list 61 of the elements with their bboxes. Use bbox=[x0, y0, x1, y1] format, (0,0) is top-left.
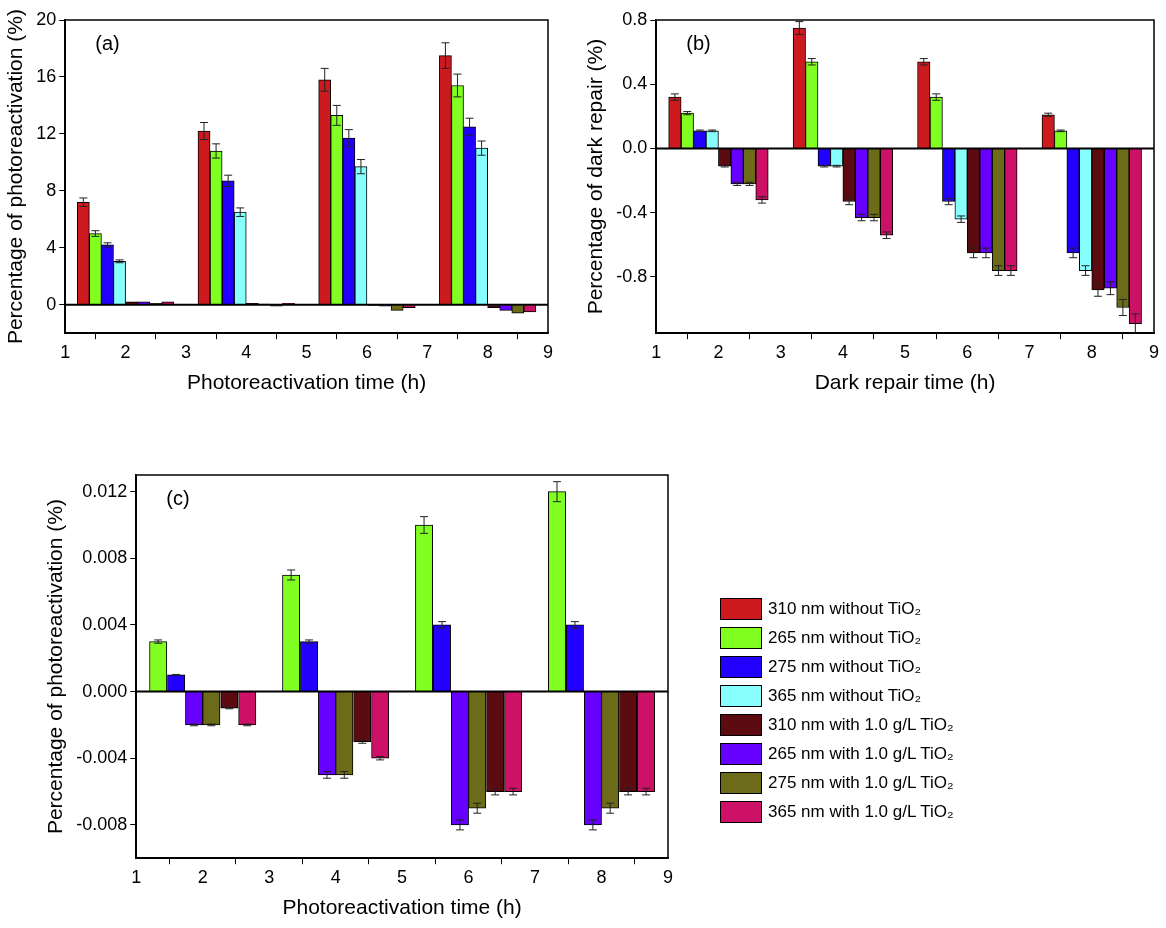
x-tick-label: 3 bbox=[775, 341, 786, 362]
x-tick-label: 1 bbox=[60, 341, 71, 362]
y-axis-title: Percentage of dark repair (%) bbox=[583, 38, 607, 315]
y-tick-label: 4 bbox=[46, 236, 57, 257]
x-tick-label: 2 bbox=[120, 341, 131, 362]
x-tick-label: 3 bbox=[180, 341, 191, 362]
annotation: (a) bbox=[95, 31, 120, 54]
x-tick-label: 1 bbox=[131, 866, 142, 887]
x-tick-label: 4 bbox=[241, 341, 252, 362]
legend-label: 275 nm with 1.0 g/L TiO₂ bbox=[768, 772, 954, 793]
y-tick-label: 16 bbox=[36, 65, 57, 86]
x-tick-label: 3 bbox=[264, 866, 275, 887]
y-tick-label: -0.8 bbox=[616, 265, 648, 286]
annotation: (c) bbox=[166, 486, 190, 509]
x-tick-label: 9 bbox=[662, 866, 674, 887]
x-tick-label: 8 bbox=[596, 866, 607, 887]
x-tick-label: 7 bbox=[422, 341, 433, 362]
x-tick-label: 2 bbox=[713, 341, 724, 362]
y-axis-title: Percentage of photoreactivation (%) bbox=[43, 499, 67, 835]
x-axis-title: Photoreactivation time (h) bbox=[186, 370, 427, 394]
x-tick-label: 5 bbox=[397, 866, 408, 887]
legend-label: 365 nm without TiO₂ bbox=[768, 685, 922, 706]
x-tick-label: 9 bbox=[1148, 341, 1160, 362]
legend-label: 265 nm without TiO₂ bbox=[768, 627, 922, 648]
x-axis-title: Photoreactivation time (h) bbox=[282, 895, 522, 919]
x-tick-label: 6 bbox=[463, 866, 474, 887]
y-tick-label: 0.004 bbox=[82, 613, 128, 634]
y-tick-label: 0.4 bbox=[622, 73, 648, 94]
y-tick-label: -0.008 bbox=[76, 813, 128, 834]
x-tick-label: 6 bbox=[962, 341, 973, 362]
legend-label: 265 nm with 1.0 g/L TiO₂ bbox=[768, 743, 954, 764]
y-axis-title: Percentage of photoreactivation (%) bbox=[3, 9, 27, 345]
y-tick-label: 0.000 bbox=[82, 680, 128, 701]
y-tick-label: 0 bbox=[46, 293, 57, 314]
y-tick-label: 12 bbox=[36, 122, 57, 143]
x-tick-label: 5 bbox=[301, 341, 312, 362]
x-tick-label: 8 bbox=[1086, 341, 1097, 362]
x-tick-label: 8 bbox=[482, 341, 493, 362]
y-tick-label: 0.012 bbox=[82, 480, 128, 501]
y-tick-label: 0.8 bbox=[622, 8, 648, 29]
y-tick-label: -0.004 bbox=[76, 747, 128, 768]
legend-label: 310 nm without TiO₂ bbox=[768, 598, 922, 619]
x-axis-title: Dark repair time (h) bbox=[814, 370, 996, 394]
y-tick-label: 8 bbox=[46, 179, 57, 200]
x-tick-label: 9 bbox=[542, 341, 554, 362]
legend-label: 310 nm with 1.0 g/L TiO₂ bbox=[768, 714, 954, 735]
x-tick-label: 6 bbox=[361, 341, 372, 362]
x-tick-label: 1 bbox=[651, 341, 662, 362]
annotation: (b) bbox=[686, 31, 711, 54]
x-tick-label: 7 bbox=[1024, 341, 1035, 362]
y-tick-label: 20 bbox=[36, 8, 57, 29]
x-tick-label: 7 bbox=[530, 866, 541, 887]
y-tick-label: 0.0 bbox=[622, 137, 648, 158]
legend-label: 365 nm with 1.0 g/L TiO₂ bbox=[768, 801, 954, 822]
x-tick-label: 2 bbox=[197, 866, 208, 887]
y-tick-label: 0.008 bbox=[82, 547, 128, 568]
x-tick-label: 4 bbox=[330, 866, 341, 887]
y-tick-label: -0.4 bbox=[616, 201, 648, 222]
legend-label: 275 nm without TiO₂ bbox=[768, 656, 922, 677]
x-tick-label: 5 bbox=[900, 341, 911, 362]
x-tick-label: 4 bbox=[837, 341, 848, 362]
